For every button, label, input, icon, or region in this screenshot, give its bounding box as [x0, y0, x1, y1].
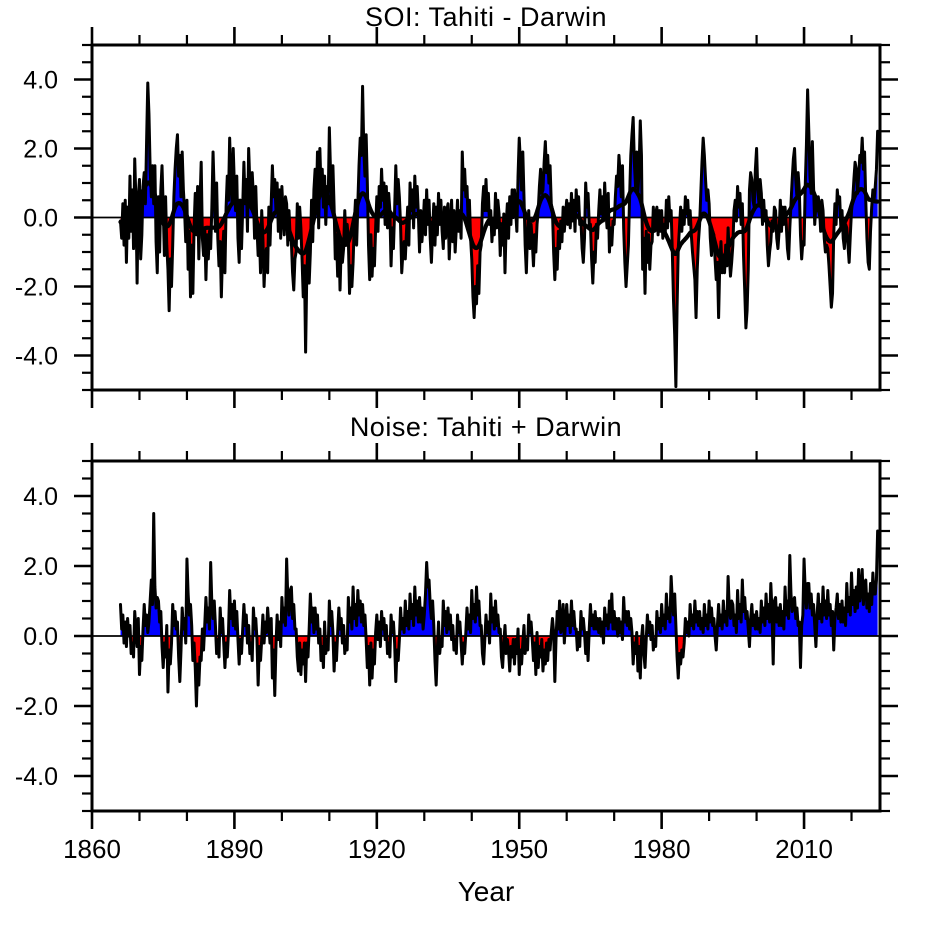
x-axis-label: Year	[457, 876, 515, 907]
y-tick-label: 2.0	[23, 136, 58, 164]
x-tick-label: 1950	[490, 834, 548, 864]
soi-panel: -4.0 -2.0 0.0 2.0 4.0	[15, 27, 898, 408]
smoothed-line	[118, 180, 880, 260]
data-line	[118, 81, 880, 389]
y-tick-label: 0.0	[23, 205, 58, 233]
negative-fill	[120, 636, 878, 706]
y-axis-ticks	[74, 459, 898, 813]
x-tick-label: 1920	[348, 834, 406, 864]
x-tick-label: 1890	[205, 834, 263, 864]
noise-panel-title: Noise: Tahiti + Darwin	[349, 412, 623, 442]
soi-panel-title: SOI: Tahiti - Darwin	[364, 2, 608, 32]
x-axis-ticks	[90, 27, 853, 408]
y-tick-label: -4.0	[15, 763, 58, 791]
y-tick-label: -2.0	[15, 274, 58, 302]
noise-panel: 1860 1890 1920 1950 1980 2010 -4.0 -2.0 0.0 2.0 4.…	[15, 443, 898, 864]
data-line	[118, 512, 880, 708]
y-tick-label: 4.0	[23, 67, 58, 95]
y-tick-label: -4.0	[15, 343, 58, 371]
y-tick-label: 0.0	[23, 623, 58, 651]
y-tick-label: 2.0	[23, 553, 58, 581]
y-axis-ticks	[74, 43, 898, 392]
x-tick-label: 1980	[633, 834, 691, 864]
x-tick-label: 2010	[775, 834, 833, 864]
x-tick-label: 1860	[63, 834, 121, 864]
y-tick-label: 4.0	[23, 483, 58, 511]
x-axis-ticks	[90, 443, 853, 829]
y-tick-label: -2.0	[15, 693, 58, 721]
